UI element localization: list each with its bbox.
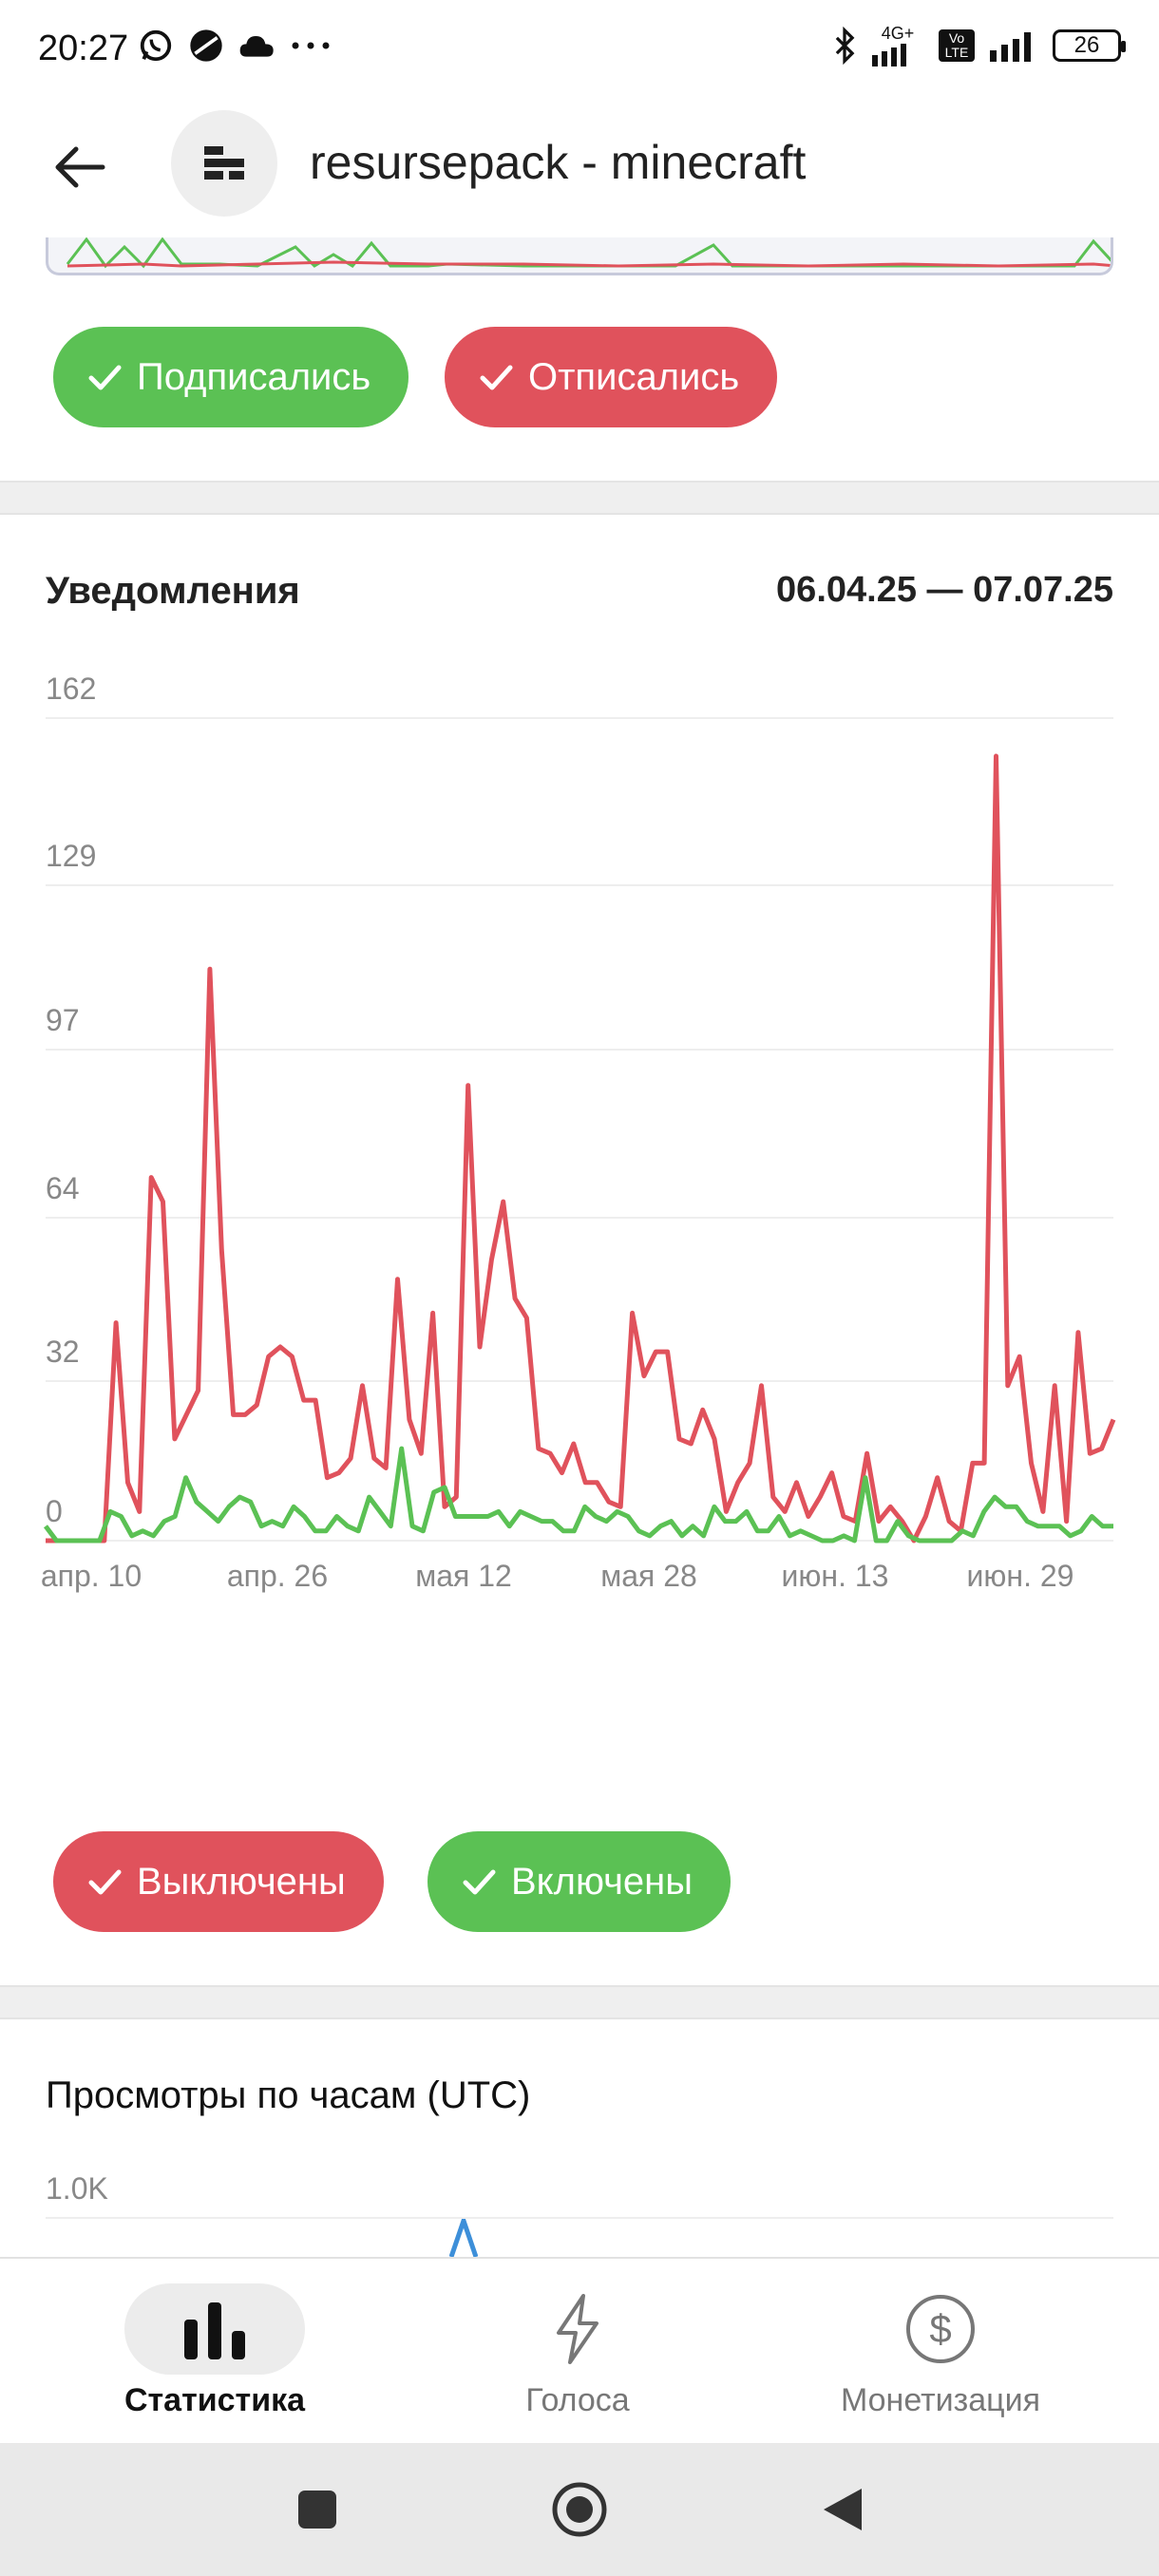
nav-statistics-label: Статистика (124, 2382, 306, 2418)
hourly-views-card: Просмотры по часам (UTC) 1.0K (0, 2019, 1159, 2257)
disabled-toggle[interactable]: Выключены (53, 1831, 384, 1932)
x-tick-label: июн. 29 (967, 1559, 1074, 1593)
y-tick-label: 129 (46, 839, 96, 873)
cloud-icon (239, 36, 274, 57)
hourly-gridline (46, 2217, 1113, 2219)
signal-icon (872, 44, 906, 66)
system-back-button[interactable] (804, 2472, 880, 2548)
volte-badge: Vo LTE (939, 29, 975, 62)
nav-statistics[interactable]: Статистика (25, 2259, 405, 2445)
notifications-date-range[interactable]: 06.04.25 — 07.07.25 (776, 570, 1113, 610)
y-tick-label: 162 (46, 672, 96, 706)
battery-icon: 26 (1053, 29, 1126, 62)
bar-chart-icon (184, 2302, 245, 2359)
channel-logo-icon (204, 146, 244, 180)
channel-avatar[interactable] (171, 110, 277, 217)
series-line-enabled (43, 1446, 1113, 1544)
unsubscribed-toggle[interactable]: Отписались (445, 327, 778, 427)
nav-monetization[interactable]: $ Монетизация (750, 2259, 1130, 2445)
back-button[interactable] (44, 131, 116, 203)
enabled-label: Включены (511, 1860, 694, 1903)
check-icon (88, 1869, 122, 1895)
notifications-title: Уведомления (46, 570, 300, 612)
nav-votes-icon-wrap (487, 2283, 668, 2375)
bottom-navigation: Статистика Голоса $ Монетизация (0, 2257, 1159, 2443)
lightning-icon (557, 2294, 598, 2364)
check-icon (88, 365, 122, 390)
network-type: 4G+ (881, 24, 915, 43)
notifications-chart[interactable]: 162 129 97 64 32 0 апр. 10 апр. 26 мая 12 мая 28 и… (0, 515, 1159, 1607)
signal-icon-2 (990, 32, 1031, 62)
hourly-views-tick: 1.0K (46, 2171, 108, 2206)
nav-statistics-icon-wrap (124, 2283, 305, 2375)
subscribers-minichart (66, 237, 1111, 269)
x-tick-label: мая 12 (415, 1559, 512, 1593)
status-time: 20:27 (38, 28, 129, 68)
subscribers-range-selector[interactable] (46, 237, 1113, 275)
more-icon (292, 42, 330, 49)
y-tick-label: 97 (46, 1003, 80, 1037)
browser-icon (190, 29, 222, 62)
battery-level: 26 (1074, 32, 1100, 58)
triangle-back-icon (824, 2489, 862, 2530)
y-tick-label: 0 (46, 1494, 63, 1528)
check-icon (463, 1869, 496, 1895)
unsubscribed-label: Отписались (528, 355, 740, 398)
arrow-left-icon (55, 146, 105, 188)
disabled-label: Выключены (137, 1860, 346, 1903)
x-tick-label: мая 28 (600, 1559, 697, 1593)
section-divider (0, 481, 1159, 515)
nav-monetization-label: Монетизация (840, 2382, 1041, 2418)
channel-title: resursepack - minecraft (310, 136, 807, 189)
subscribers-card: Подписались Отписались (0, 237, 1159, 481)
hourly-views-title: Просмотры по часам (UTC) (46, 2074, 531, 2116)
network-indicator: 4G+ (870, 25, 925, 66)
subscribed-label: Подписались (137, 355, 371, 398)
dollar-circle-icon: $ (906, 2295, 975, 2363)
x-tick-label: апр. 26 (227, 1559, 328, 1593)
app-header: resursepack - minecraft (0, 95, 1159, 237)
svg-text:$: $ (929, 2306, 951, 2351)
recents-button[interactable] (279, 2472, 355, 2548)
nav-votes-label: Голоса (525, 2382, 630, 2418)
circle-home-icon (552, 2482, 607, 2537)
nav-monetization-icon-wrap: $ (850, 2283, 1031, 2375)
nav-votes[interactable]: Голоса (388, 2259, 768, 2445)
enabled-toggle[interactable]: Включены (428, 1831, 732, 1932)
home-button[interactable] (542, 2472, 618, 2548)
hourly-views-peak (449, 2219, 478, 2257)
status-bar: 20:27 4G+ Vo LTE 26 (0, 0, 1159, 95)
bluetooth-icon (835, 27, 855, 65)
section-divider (0, 1985, 1159, 2019)
x-tick-label: июн. 13 (782, 1559, 889, 1593)
subscribed-toggle[interactable]: Подписались (53, 327, 409, 427)
notifications-card: Уведомления 06.04.25 — 07.07.25 162 129 97… (0, 515, 1159, 1985)
check-icon (480, 365, 513, 390)
x-tick-label: апр. 10 (41, 1559, 142, 1593)
series-line-disabled (46, 753, 1116, 1544)
status-notification-icons (138, 27, 332, 65)
y-tick-label: 32 (46, 1335, 80, 1369)
system-navigation-bar (0, 2443, 1159, 2576)
status-system-icons: 4G+ Vo LTE 26 (832, 25, 1126, 66)
y-tick-label: 64 (46, 1171, 80, 1205)
square-icon (298, 2491, 336, 2529)
whatsapp-icon (140, 29, 172, 62)
